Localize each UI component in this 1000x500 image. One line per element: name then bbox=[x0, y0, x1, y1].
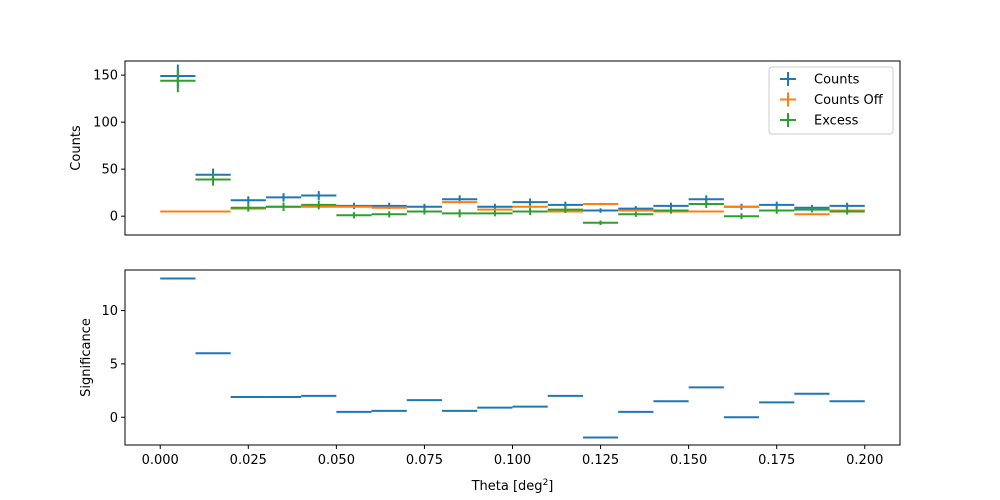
y-axis-label: Significance bbox=[79, 318, 94, 397]
legend-label: Counts bbox=[814, 73, 860, 88]
y-tick-label: 0 bbox=[110, 210, 118, 225]
plot-frame bbox=[124, 269, 901, 446]
x-axis-label-end: ] bbox=[548, 479, 553, 494]
x-tick-label: 0.125 bbox=[582, 453, 619, 468]
significance-panel: 0 5 10 Significance 0.000 0.025 0.050 0.075 0.10… bbox=[79, 269, 901, 494]
x-tick-label: 0.025 bbox=[230, 453, 267, 468]
y-tick-label: 100 bbox=[93, 116, 118, 131]
legend-box bbox=[768, 66, 894, 135]
counts-panel: 0 50 100 150 Counts Counts Counts Off Excess bbox=[69, 60, 901, 236]
series-excess bbox=[160, 69, 865, 226]
x-tick-label: 0.200 bbox=[846, 453, 883, 468]
x-tick-label: 0.100 bbox=[494, 453, 531, 468]
legend-item: Counts Off bbox=[780, 92, 884, 108]
x-axis-label-superscript: 2 bbox=[543, 478, 549, 488]
y-tick-label: 0 bbox=[110, 411, 118, 426]
legend-label: Excess bbox=[814, 114, 859, 129]
legend-label: Counts Off bbox=[814, 93, 884, 108]
plot-frame bbox=[124, 60, 901, 236]
x-axis-label-main: Theta [deg bbox=[471, 479, 543, 494]
legend-item: Excess bbox=[780, 113, 859, 129]
x-axis-label: Theta [deg2] bbox=[471, 478, 554, 494]
y-tick-label: 50 bbox=[101, 163, 118, 178]
y-tick-label: 5 bbox=[110, 357, 118, 372]
x-tick-label: 0.150 bbox=[670, 453, 707, 468]
series-significance bbox=[160, 277, 865, 439]
x-tick-label: 0.000 bbox=[142, 453, 179, 468]
legend: Counts Counts Off Excess bbox=[768, 66, 894, 135]
y-tick-label: 150 bbox=[93, 69, 118, 84]
x-tick-label: 0.075 bbox=[406, 453, 443, 468]
y-tick-label: 10 bbox=[101, 304, 118, 319]
x-tick-label: 0.050 bbox=[318, 453, 355, 468]
x-tick-label: 0.175 bbox=[758, 453, 795, 468]
y-axis-label: Counts bbox=[69, 125, 84, 171]
legend-item: Counts bbox=[780, 72, 860, 88]
series-counts bbox=[160, 64, 865, 213]
